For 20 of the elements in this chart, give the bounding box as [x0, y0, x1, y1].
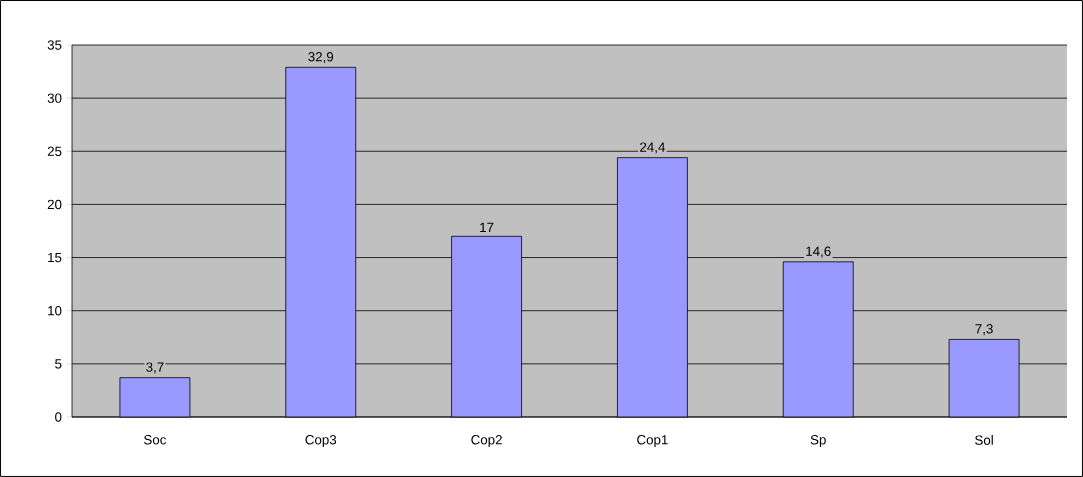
y-tick-label: 30: [47, 93, 62, 103]
y-tick-label: 15: [48, 252, 62, 263]
x-tick-label: Cop3: [305, 435, 337, 448]
data-label: 7,3: [975, 324, 993, 336]
data-label: 24,4: [640, 142, 665, 154]
data-label: 17: [480, 222, 494, 233]
x-tick-label: Sp: [810, 435, 826, 448]
y-tick-label: 0: [55, 412, 62, 422]
y-tick-label: 20: [47, 199, 62, 210]
x-tick-label: Cop1: [637, 435, 668, 448]
y-tick-label: 35: [47, 40, 62, 50]
data-label: 32,9: [308, 52, 334, 64]
data-label: 14,6: [806, 246, 831, 258]
x-tick-label: Soc: [144, 435, 167, 445]
x-tick-label: Sol: [975, 435, 993, 445]
y-tick-label: 5: [55, 359, 62, 369]
data-label: 3,7: [146, 362, 164, 374]
y-tick-label: 10: [48, 305, 62, 316]
x-tick-label: Cop2: [471, 435, 502, 448]
y-tick-label: 25: [47, 146, 62, 156]
